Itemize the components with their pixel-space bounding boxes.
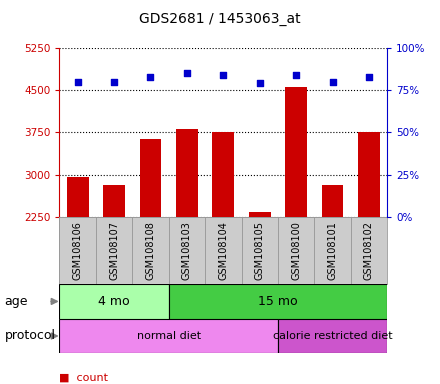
Bar <box>132 217 169 284</box>
Text: GSM108108: GSM108108 <box>146 221 155 280</box>
Text: ■  count: ■ count <box>59 372 108 382</box>
Point <box>329 79 336 85</box>
Bar <box>169 217 205 284</box>
Text: GSM108103: GSM108103 <box>182 221 192 280</box>
Point <box>147 74 154 80</box>
Bar <box>322 185 344 217</box>
Text: GSM108101: GSM108101 <box>327 221 337 280</box>
Bar <box>242 217 278 284</box>
Bar <box>59 217 96 284</box>
Text: 4 mo: 4 mo <box>98 295 130 308</box>
Point <box>183 70 191 76</box>
Point <box>256 80 263 86</box>
Bar <box>176 129 198 217</box>
Bar <box>278 217 314 284</box>
Bar <box>59 284 169 319</box>
Bar <box>249 212 271 217</box>
Bar <box>205 217 242 284</box>
Bar <box>169 284 387 319</box>
Bar <box>59 319 278 353</box>
Bar <box>351 217 387 284</box>
Bar <box>314 217 351 284</box>
Text: GSM108106: GSM108106 <box>73 221 83 280</box>
Bar <box>67 177 88 217</box>
Bar <box>139 139 161 217</box>
Point <box>110 79 117 85</box>
Text: GSM108100: GSM108100 <box>291 221 301 280</box>
Point <box>366 74 373 80</box>
Bar <box>285 87 307 217</box>
Bar <box>358 132 380 217</box>
Bar <box>213 132 234 217</box>
Text: age: age <box>4 295 28 308</box>
Point <box>220 72 227 78</box>
Text: normal diet: normal diet <box>136 331 201 341</box>
Text: GDS2681 / 1453063_at: GDS2681 / 1453063_at <box>139 12 301 25</box>
Point <box>74 79 81 85</box>
Bar <box>96 217 132 284</box>
Text: GSM108105: GSM108105 <box>255 221 265 280</box>
Text: GSM108107: GSM108107 <box>109 221 119 280</box>
Text: calorie restricted diet: calorie restricted diet <box>273 331 392 341</box>
Bar <box>103 185 125 217</box>
Text: 15 mo: 15 mo <box>258 295 298 308</box>
Text: GSM108104: GSM108104 <box>218 221 228 280</box>
Text: GSM108102: GSM108102 <box>364 221 374 280</box>
Point <box>293 72 300 78</box>
Bar <box>278 319 387 353</box>
Text: protocol: protocol <box>4 329 55 343</box>
